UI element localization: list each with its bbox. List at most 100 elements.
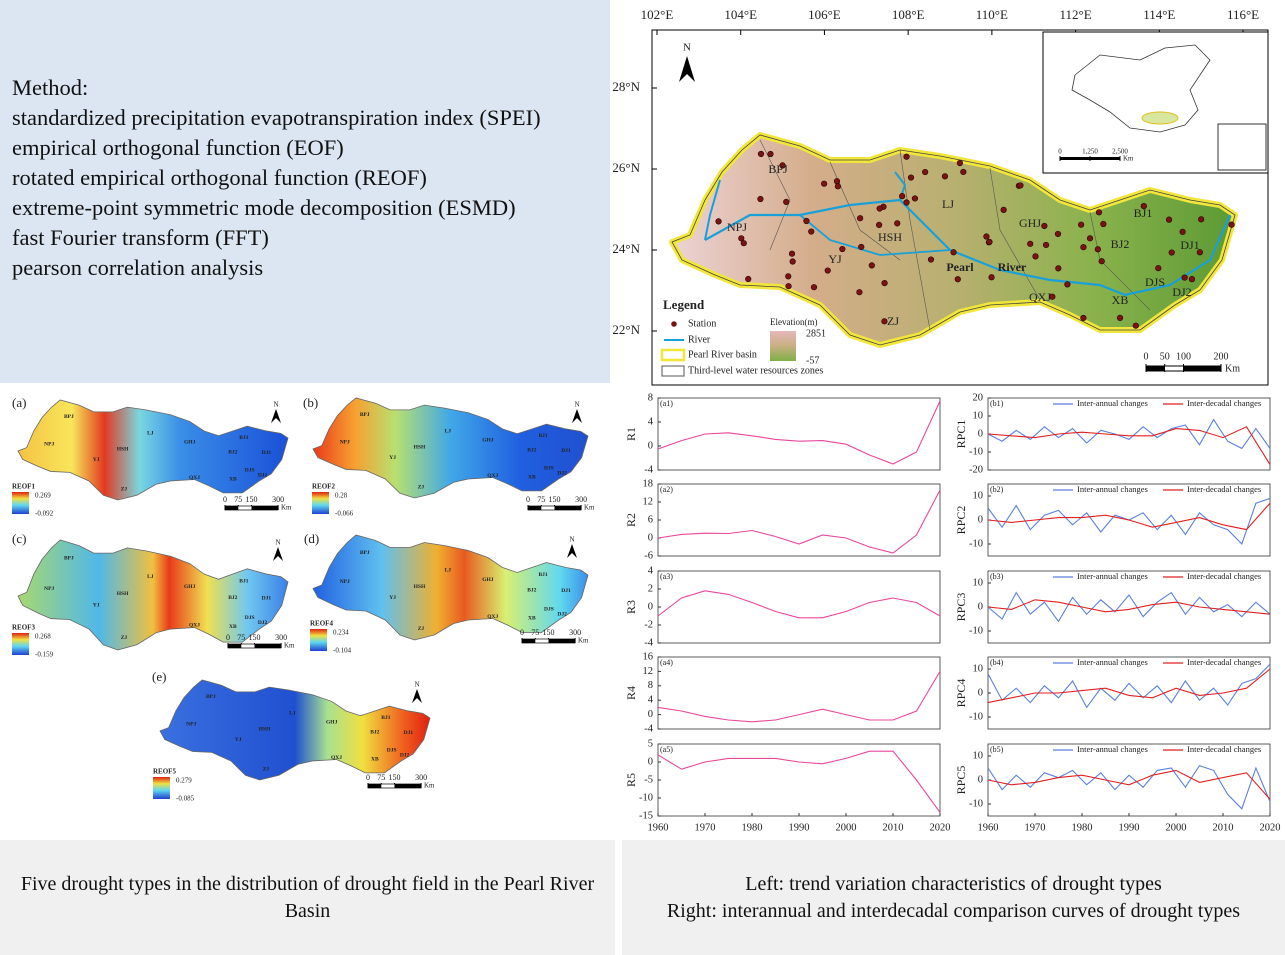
plot-frame — [657, 656, 941, 730]
north-label: N — [683, 42, 691, 54]
legend-name: REOF3 — [12, 624, 35, 632]
lon-tick-label: 110°E — [976, 7, 1008, 22]
zone-label: LJ — [942, 197, 954, 211]
series-line — [987, 591, 1271, 623]
station — [907, 174, 915, 181]
zone-label: DJ1 — [262, 450, 272, 456]
y-tick-label: -4 — [644, 637, 653, 648]
y-tick-label: 10 — [973, 410, 984, 421]
lat-tick-label: 22°N — [612, 322, 640, 337]
scale-label: 0 — [1058, 148, 1062, 156]
zone-label: DJ1 — [561, 588, 571, 594]
zone-label: HSH — [414, 584, 426, 590]
station — [715, 218, 722, 225]
station — [894, 220, 901, 227]
station — [1032, 253, 1039, 260]
y-tick-label: 0 — [648, 709, 653, 720]
zone-label: YJ — [828, 252, 842, 266]
y-tick-label: -10 — [969, 798, 983, 809]
zone-label: QXJ — [189, 623, 200, 629]
series-line — [987, 668, 1271, 704]
legend-max: 0.269 — [35, 492, 51, 500]
y-tick-label: -10 — [969, 711, 983, 722]
y-tick-label: -10 — [969, 446, 983, 457]
legend-min: -0.104 — [333, 647, 352, 655]
lon-tick-label: 114°E — [1143, 7, 1175, 22]
station — [785, 283, 792, 290]
panel-label: (e) — [152, 669, 166, 684]
scale-label: 75 — [237, 633, 245, 642]
colorbar — [312, 492, 329, 514]
x-tick-label: 2010 — [883, 822, 904, 833]
reof-basin — [17, 539, 289, 651]
station — [1165, 216, 1173, 223]
zone-label: BJ2 — [1111, 237, 1130, 251]
zone-label: YJ — [389, 595, 396, 601]
station — [1080, 244, 1087, 251]
y-tick-label: 5 — [648, 738, 653, 749]
station — [922, 168, 929, 176]
y-tick-label: 6 — [648, 514, 653, 525]
scale-bar — [1060, 157, 1120, 160]
series-line — [657, 750, 941, 813]
scale-bar — [1183, 366, 1221, 371]
legend-label: Inter-annual changes — [1077, 571, 1148, 581]
scale-unit: Km — [284, 642, 295, 650]
lon-tick-label: 108°E — [892, 7, 925, 22]
station — [757, 195, 764, 203]
station — [833, 178, 841, 185]
legend-label: Inter-annual changes — [1077, 657, 1148, 667]
zone-label: NPJ — [44, 442, 54, 448]
zone-label: XB — [371, 756, 379, 762]
scale-label: 150 — [549, 495, 561, 504]
lon-tick-label: 112°E — [1060, 7, 1092, 22]
y-tick-label: 0 — [978, 428, 983, 439]
panel-label: (a5) — [660, 745, 673, 754]
zone-label: QXJ — [331, 755, 342, 761]
zone-label: LJ — [147, 431, 154, 437]
station — [1086, 235, 1094, 242]
north-label: N — [275, 539, 280, 547]
scale-label: 0 — [1144, 351, 1149, 362]
scale-label: 300 — [569, 628, 581, 637]
method-item: empirical orthogonal function (EOF) — [12, 135, 344, 160]
station — [1198, 216, 1205, 223]
zone-label: NPJ — [340, 440, 350, 446]
zone-label: BPJ — [360, 550, 370, 556]
zone-boundary — [759, 139, 791, 251]
station — [954, 276, 961, 283]
north-arrow — [273, 547, 283, 561]
station — [1055, 265, 1062, 272]
series-line — [987, 599, 1271, 615]
station — [1140, 203, 1147, 210]
y-tick-label: -10 — [969, 538, 983, 549]
zone-label: BJ2 — [228, 595, 237, 601]
lat-tick-label: 24°N — [612, 241, 640, 256]
caption-right: Left: trend variation characteristics of… — [622, 840, 1285, 955]
zone-label: BJ1 — [381, 715, 390, 721]
panel-label: (b3) — [990, 572, 1004, 581]
y-tick-label: 0 — [978, 687, 983, 698]
zone-label: NPJ — [340, 579, 350, 585]
reof-basin — [312, 397, 589, 499]
station — [834, 183, 842, 190]
y-tick-label: -6 — [644, 550, 653, 561]
legend-max: 0.234 — [333, 629, 349, 637]
zone-label: XB — [528, 474, 536, 480]
plot-frame — [987, 570, 1271, 644]
zone-label: BJ2 — [228, 450, 237, 456]
station — [1064, 281, 1071, 288]
zone-label: DJ1 — [262, 595, 272, 601]
station — [1179, 228, 1186, 235]
scale-label: 75 — [377, 773, 385, 782]
series-line — [987, 663, 1271, 709]
legend-label: Inter-decadal changes — [1187, 398, 1261, 408]
zone-label: QXJ — [1029, 290, 1051, 304]
zone-label: DJS — [544, 466, 554, 472]
zone-label: DJS — [544, 606, 554, 612]
y-tick-label: -5 — [644, 774, 653, 785]
y-tick-label: -10 — [969, 625, 983, 636]
station — [1155, 265, 1162, 272]
panel-label: (a4) — [660, 658, 673, 667]
zone-label: BPJ — [360, 412, 370, 418]
